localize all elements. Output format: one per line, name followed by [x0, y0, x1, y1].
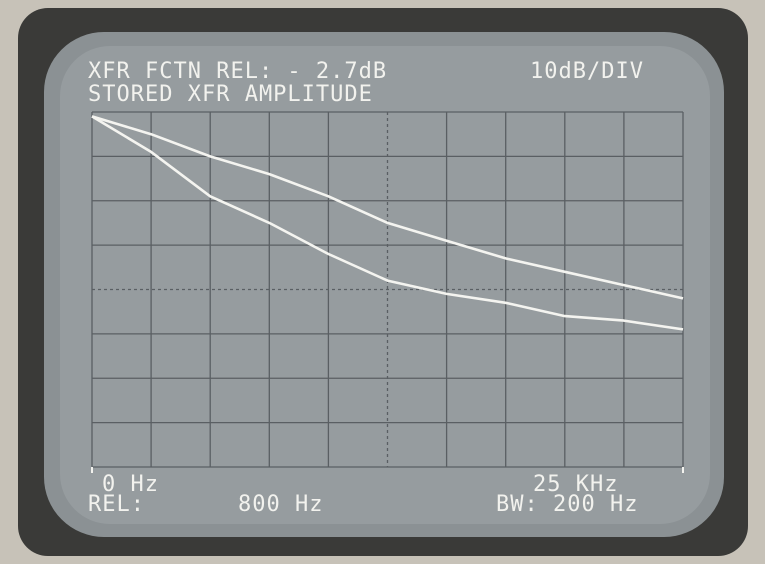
screen-inner: [60, 46, 710, 524]
x-tick-label: 25 KHz: [533, 472, 618, 497]
rel-value: 800 Hz: [238, 492, 323, 517]
subtitle: STORED XFR AMPLITUDE: [88, 82, 373, 107]
photo: XFR FCTN REL: - 2.7dB 10dB/DIV STORED XF…: [0, 0, 765, 564]
scale-label: 10dB/DIV: [530, 59, 644, 84]
x-tick-label: 0 Hz: [102, 472, 159, 497]
title: XFR FCTN REL: - 2.7dB: [88, 59, 387, 84]
